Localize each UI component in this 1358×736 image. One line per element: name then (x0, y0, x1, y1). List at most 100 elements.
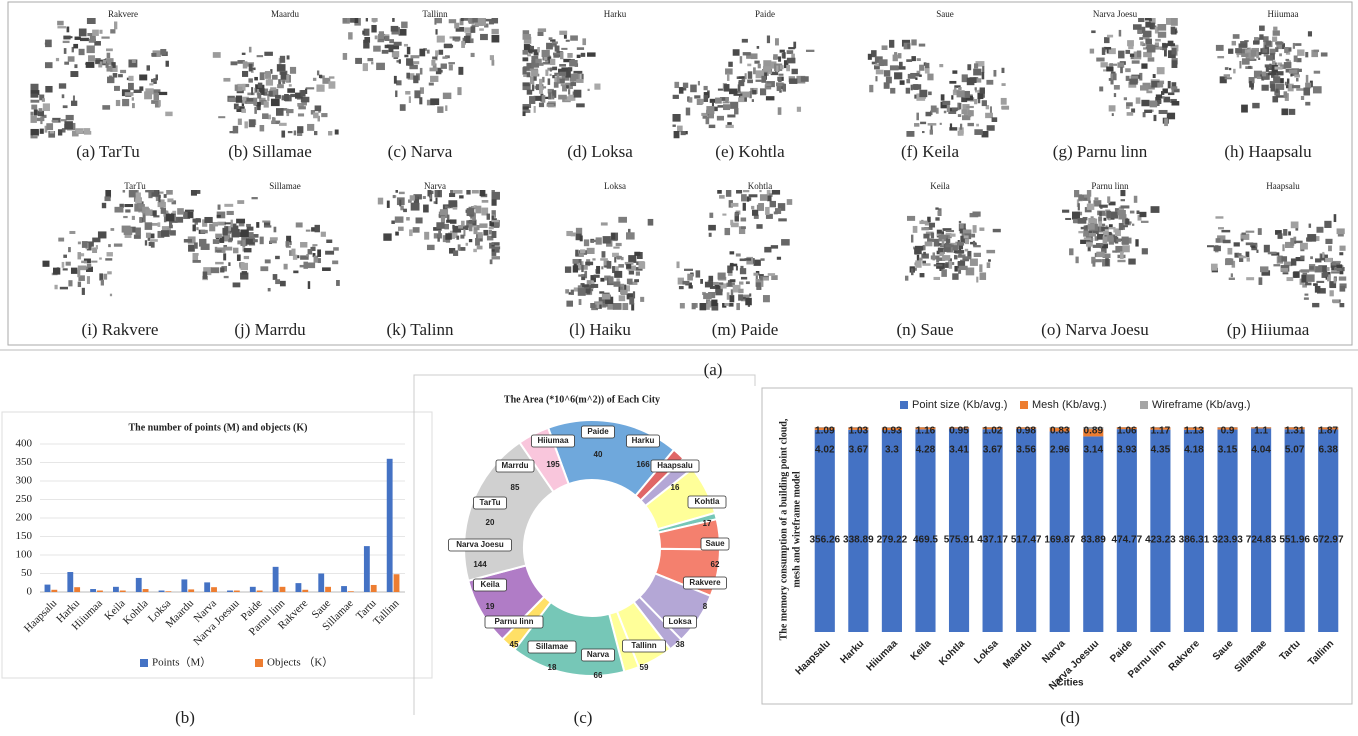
map-fragment (559, 31, 567, 35)
map-fragment (1171, 27, 1176, 34)
map-fragment (1099, 86, 1103, 91)
map-fragment (992, 117, 998, 122)
map-fragment (322, 267, 331, 271)
map-fragment (1321, 52, 1328, 56)
panel-caption: (m) Paide (712, 320, 779, 339)
map-fragment (629, 297, 634, 304)
map-fragment (778, 218, 787, 221)
map-fragment (550, 59, 555, 65)
map-fragment (39, 108, 43, 111)
map-fragment (1241, 105, 1248, 113)
map-fragment (797, 107, 801, 112)
map-fragment (742, 39, 748, 43)
map-fragment (590, 303, 595, 308)
map-fragment (538, 32, 544, 36)
map-fragment (63, 36, 70, 40)
map-fragment (270, 237, 278, 240)
map-fragment (107, 77, 114, 83)
map-fragment (1312, 303, 1319, 307)
map-fragment (740, 268, 746, 274)
map-fragment (1168, 81, 1171, 88)
map-fragment (1097, 234, 1103, 240)
map-fragment (287, 55, 290, 59)
map-fragment (489, 230, 492, 235)
map-fragment (1268, 252, 1277, 255)
map-fragment (709, 213, 713, 218)
value-label: 1.02 (983, 426, 1003, 437)
map-fragment (673, 125, 676, 127)
map-thumbnail (378, 190, 500, 264)
map-fragment (743, 52, 751, 55)
map-fragment (233, 126, 238, 134)
map-fragment (43, 261, 50, 267)
map-fragment (409, 229, 413, 236)
map-fragment (1239, 61, 1241, 68)
map-fragment (1164, 118, 1168, 126)
map-fragment (241, 109, 246, 113)
map-fragment (281, 72, 287, 80)
map-fragment (594, 275, 600, 278)
map-fragment (974, 129, 982, 135)
map-fragment (275, 256, 280, 259)
value-label: 1.31 (1285, 426, 1305, 437)
map-fragment (446, 220, 451, 223)
map-fragment (539, 79, 542, 87)
map-fragment (723, 104, 730, 110)
map-fragment (435, 29, 437, 34)
map-fragment (977, 93, 983, 99)
map-fragment (1289, 109, 1295, 115)
map-fragment (472, 18, 477, 23)
map-fragment (1092, 260, 1095, 266)
map-fragment (314, 131, 317, 135)
panel-caption: (j) Marrdu (234, 320, 306, 339)
map-fragment (435, 50, 438, 56)
map-fragment (300, 242, 307, 248)
map-fragment (411, 203, 420, 211)
map-fragment (260, 72, 265, 80)
map-fragment (193, 225, 196, 232)
value-label: 1.16 (916, 426, 936, 437)
map-fragment (893, 55, 898, 62)
map-fragment (1112, 250, 1117, 252)
map-fragment (611, 233, 615, 240)
map-fragment (420, 87, 424, 94)
value-label: 20 (486, 518, 495, 527)
map-fragment (158, 100, 160, 107)
map-fragment (1098, 221, 1102, 226)
map-fragment (1078, 231, 1083, 233)
map-fragment (927, 238, 934, 242)
map-fragment (280, 56, 285, 63)
map-fragment (90, 36, 96, 42)
map-fragment (1207, 245, 1214, 247)
map-fragment (216, 250, 222, 252)
map-fragment (236, 106, 239, 109)
map-fragment (1114, 85, 1120, 90)
map-fragment (899, 62, 903, 67)
map-fragment (224, 204, 233, 207)
map-fragment (781, 239, 790, 245)
map-fragment (622, 303, 628, 310)
map-fragment (235, 85, 238, 91)
slice-label: Loksa (668, 617, 692, 626)
map-fragment (577, 47, 584, 50)
x-tick-label: Keila (909, 638, 934, 663)
map-fragment (277, 84, 284, 88)
map-fragment (965, 249, 968, 252)
bar (45, 585, 51, 592)
map-fragment (461, 41, 465, 48)
map-fragment (684, 269, 693, 271)
map-fragment (458, 67, 463, 75)
map-fragment (1233, 34, 1240, 39)
map-fragment (1307, 234, 1316, 242)
map-fragment (238, 119, 242, 125)
map-fragment (1225, 258, 1233, 265)
map-fragment (739, 76, 745, 78)
map-fragment (907, 44, 910, 49)
map-fragment (78, 282, 81, 287)
slice-label: Parnu linn (494, 617, 533, 626)
map-fragment (448, 200, 457, 207)
map-fragment (1168, 41, 1174, 46)
map-fragment (204, 217, 212, 223)
y-tick-label: 200 (16, 512, 33, 524)
map-fragment (34, 110, 38, 116)
